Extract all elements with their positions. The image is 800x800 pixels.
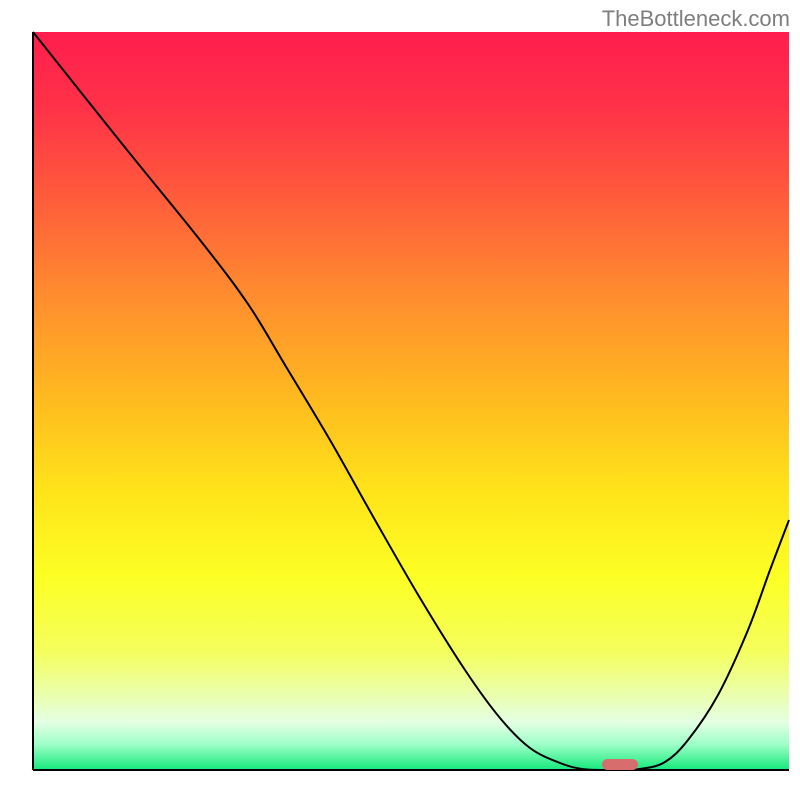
plot-background <box>33 32 789 770</box>
bottleneck-chart <box>0 0 800 800</box>
chart-container: TheBottleneck.com <box>0 0 800 800</box>
watermark-text: TheBottleneck.com <box>602 6 790 32</box>
marker-pill <box>602 759 638 770</box>
